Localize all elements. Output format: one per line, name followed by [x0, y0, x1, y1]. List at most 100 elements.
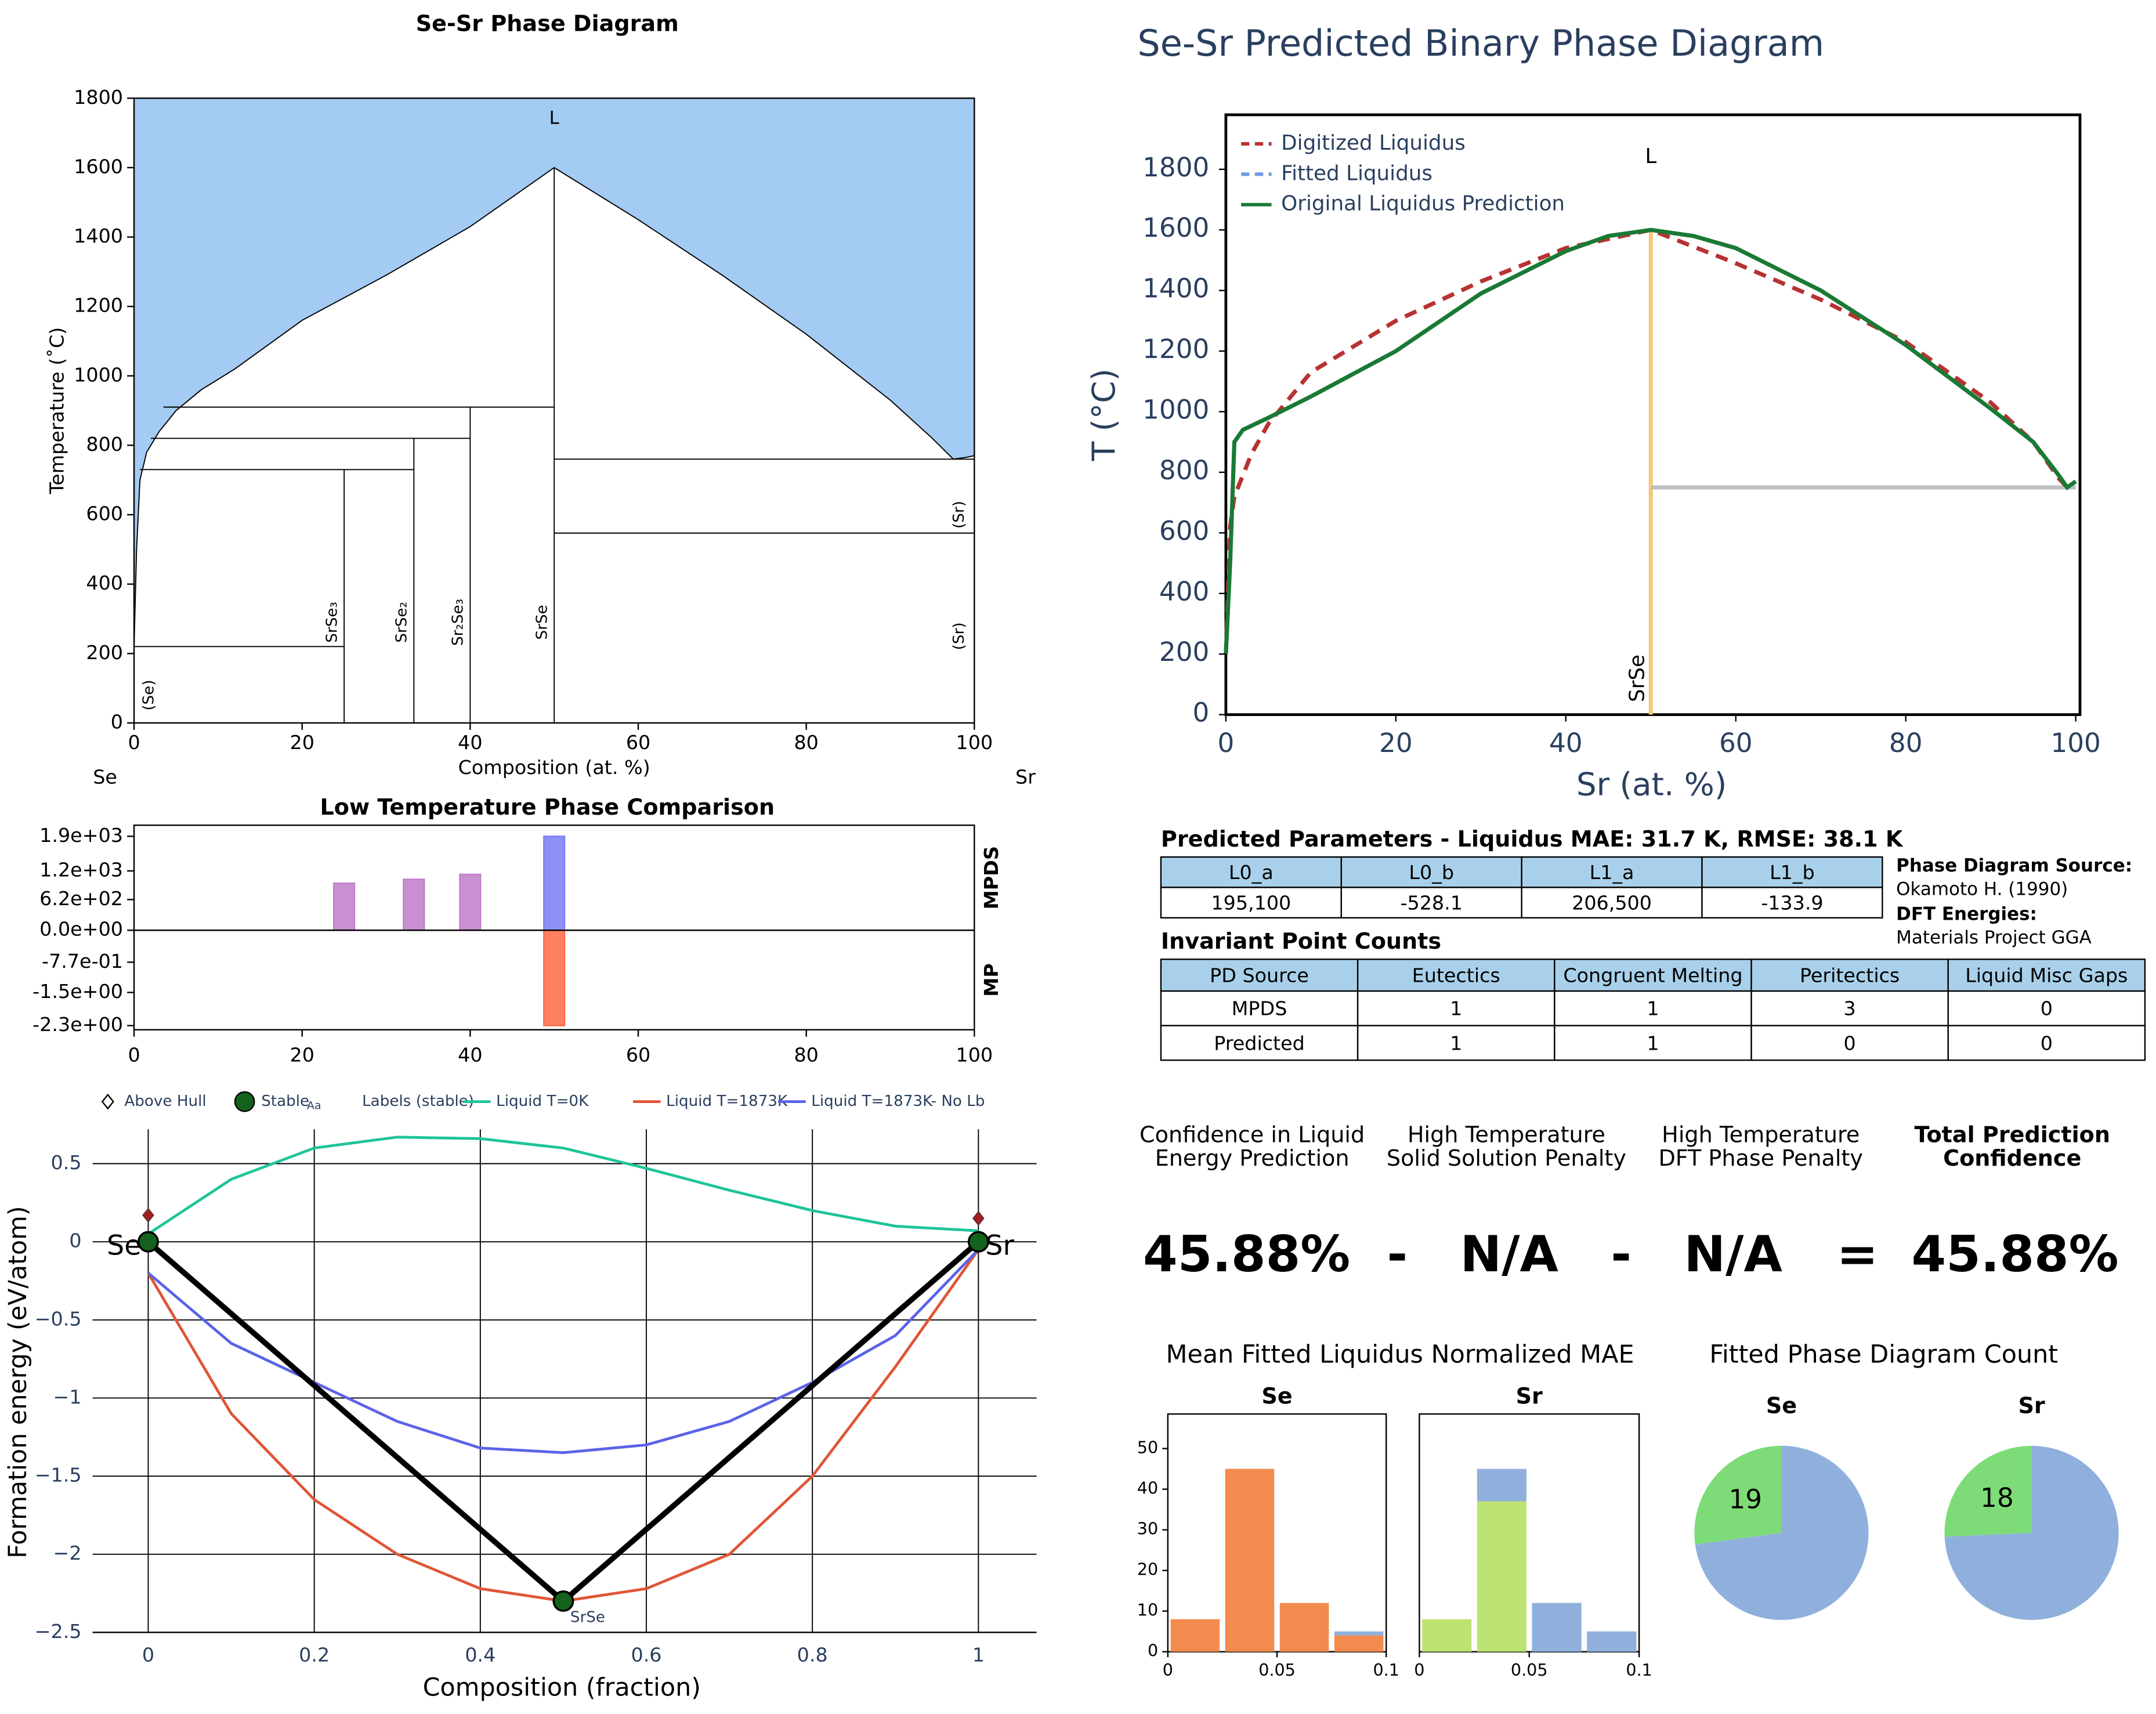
x-tick-label: 100	[956, 1044, 993, 1066]
table-cell	[1521, 887, 1703, 919]
confidence-value: N/A	[1684, 1225, 1782, 1283]
table-header: Eutectics	[1412, 964, 1500, 987]
table-cell	[1356, 990, 1555, 1026]
pie-slice	[1944, 1445, 2032, 1537]
chart-title: Se-Sr Phase Diagram	[416, 11, 679, 37]
pie-slice	[1944, 1445, 2119, 1620]
x-tick-label: 0.8	[797, 1643, 828, 1666]
table-cell-text: 206,500	[1572, 891, 1652, 914]
x-tick-label: 0	[128, 731, 140, 754]
bar	[459, 873, 482, 931]
pie-slice	[1694, 1445, 1782, 1545]
plot-frame	[133, 825, 975, 1030]
y-tick-label: 50	[1137, 1437, 1158, 1457]
y-tick-label: -1.5e+00	[32, 980, 123, 1003]
y-tick-label: 1800	[74, 86, 123, 109]
plot-frame	[1167, 1413, 1387, 1652]
stable-point	[552, 1590, 574, 1612]
y-tick-label: −2	[53, 1542, 81, 1564]
table-cell	[1340, 856, 1522, 888]
x-tick-label: 80	[794, 1044, 818, 1066]
table-cell-text: 1	[1450, 997, 1462, 1020]
legend-label: Stable	[261, 1093, 309, 1110]
table-cell-text: 3	[1844, 997, 1856, 1020]
confidence-operator: -	[1387, 1225, 1408, 1283]
x-tick-label: 0	[1217, 728, 1234, 758]
table-cell-text: 0	[2041, 997, 2053, 1020]
confidence-header: High Temperature	[1662, 1122, 1860, 1148]
above-hull-point	[972, 1210, 985, 1226]
table-cell	[1160, 1025, 1359, 1061]
y-tick-label: 10	[1137, 1600, 1158, 1620]
x-tick-label: 60	[626, 731, 650, 754]
histogram-bar	[1587, 1631, 1637, 1652]
chart-title: Fitted Phase Diagram Count	[1709, 1340, 2058, 1369]
y-tick-label: 30	[1137, 1519, 1158, 1539]
y-tick-label: 0.5	[51, 1151, 82, 1174]
source-label: DFT Energies:	[1896, 904, 2037, 925]
y-tick-label: 0	[69, 1230, 81, 1252]
x-axis-label: Sr (at. %)	[1576, 766, 1727, 803]
table-cell-text: 1	[1450, 1032, 1462, 1054]
panel-title: Sr	[1516, 1383, 1543, 1409]
table-cell	[1554, 1025, 1752, 1061]
x-tick-label: 40	[458, 731, 482, 754]
x-tick-label: 100	[2050, 728, 2100, 758]
liquidus-line	[133, 167, 975, 647]
y-tick-label: 6.2e+02	[39, 887, 123, 910]
histogram-bar	[1225, 1469, 1275, 1652]
histogram-bar	[1422, 1619, 1472, 1652]
table-title: Invariant Point Counts	[1161, 928, 1441, 954]
y-tick-label: 1.2e+03	[39, 858, 123, 881]
y-tick-label: 40	[1137, 1478, 1158, 1498]
x-tick-label: 0.1	[1626, 1660, 1652, 1680]
histogram-bar	[1334, 1631, 1384, 1636]
confidence-header: Confidence in Liquid	[1140, 1122, 1365, 1148]
legend-marker	[101, 1093, 114, 1110]
y-tick-label: 600	[86, 502, 123, 525]
table-cell	[1947, 1025, 2146, 1061]
x-tick-label: 0.2	[299, 1643, 330, 1666]
bar	[403, 878, 425, 931]
table-header: PD Source	[1210, 964, 1309, 987]
y-tick-label: 1000	[74, 363, 123, 386]
table-cell-text: -133.9	[1761, 891, 1823, 914]
y-tick-label: 20	[1137, 1560, 1158, 1579]
x-tick-label: 60	[626, 1044, 650, 1066]
y-tick-label: 1600	[1142, 212, 1209, 243]
plot-frame	[133, 97, 975, 724]
y-tick-label: 0	[111, 710, 123, 733]
histogram-bar	[1477, 1501, 1526, 1652]
annotation: L	[1645, 144, 1656, 168]
phase-label: SrSe	[533, 605, 551, 639]
bar	[333, 883, 356, 931]
phase-label: SrSe₂	[393, 602, 411, 643]
table-header: Peritectics	[1800, 964, 1900, 987]
phase-label: L	[549, 108, 560, 129]
panel-title: Se	[1261, 1383, 1292, 1409]
point-label: Se	[107, 1230, 142, 1262]
y-tick-label: 0	[1192, 697, 1209, 728]
table-cell-text: 1	[1647, 997, 1659, 1020]
chart-title: Se-Sr Predicted Binary Phase Diagram	[1137, 23, 1824, 64]
x-tick-label: 40	[458, 1044, 482, 1066]
x-axis-label: Composition (at. %)	[458, 756, 650, 779]
table-cell	[1340, 887, 1522, 919]
confidence-value: 45.88%	[1143, 1225, 1350, 1283]
end-label: Se	[93, 766, 117, 789]
x-tick-label: 20	[290, 1044, 314, 1066]
stable-point	[967, 1231, 989, 1253]
confidence-header: Confidence	[1943, 1145, 2081, 1171]
series-line	[1224, 227, 2077, 654]
table-header: Liquid Misc Gaps	[1965, 964, 2128, 987]
y-tick-label: -2.3e+00	[32, 1013, 123, 1036]
y-tick-label: −1	[53, 1386, 81, 1408]
table-cell	[1750, 1025, 1949, 1061]
y-tick-label: 1.9e+03	[39, 824, 123, 847]
stable-point	[138, 1231, 159, 1253]
x-tick-label: 0	[128, 1044, 140, 1066]
phase-label: SrSe₃	[323, 602, 341, 643]
x-tick-label: 20	[1379, 728, 1413, 758]
table-cell	[1947, 959, 2146, 992]
table-cell-text: Predicted	[1214, 1032, 1304, 1054]
